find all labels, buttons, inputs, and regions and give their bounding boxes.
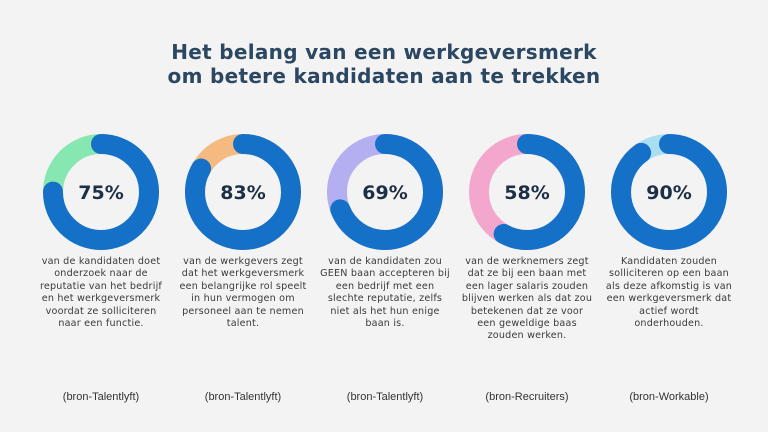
source-label: (bron-Recruiters) — [485, 391, 569, 403]
donut-4: 58% — [469, 134, 585, 250]
donut-value-arc — [611, 134, 727, 250]
donut-percent-label: 69% — [362, 182, 407, 204]
donut-3: 69% — [327, 134, 443, 250]
donut-description: Kandidaten zouden solliciteren op een ba… — [605, 256, 733, 330]
page-title: Het belang van een werkgeversmerk om bet… — [0, 40, 768, 88]
donut-description: van de werknemers zegt dat ze bij een ba… — [461, 256, 593, 342]
donut-percent-label: 83% — [220, 182, 265, 204]
donut-1: 75% — [43, 134, 159, 250]
donut-value-arc — [327, 134, 443, 250]
donut-5: 90% — [611, 134, 727, 250]
donut-value-arc — [185, 134, 301, 250]
donut-value-arc — [43, 134, 159, 250]
donut-description: van de kandidaten zou GEEN baan accepter… — [320, 256, 450, 330]
donut-description: van de werkgevers zegt dat het werkgever… — [179, 256, 307, 330]
source-label: (bron-Talentlyft) — [62, 391, 140, 403]
donut-percent-label: 75% — [78, 182, 123, 204]
source-label: (bron-Workable) — [629, 391, 709, 403]
donut-2: 83% — [185, 134, 301, 250]
donut-description: van de kandidaten doet onderzoek naar de… — [39, 256, 163, 330]
title-line-1: Het belang van een werkgeversmerk — [171, 40, 597, 64]
donut-percent-label: 58% — [504, 182, 549, 204]
source-label: (bron-Talentlyft) — [204, 391, 282, 403]
donut-value-arc — [469, 134, 585, 250]
source-label: (bron-Talentlyft) — [346, 391, 424, 403]
title-line-2: om betere kandidaten aan te trekken — [167, 64, 601, 88]
donut-percent-label: 90% — [646, 182, 691, 204]
